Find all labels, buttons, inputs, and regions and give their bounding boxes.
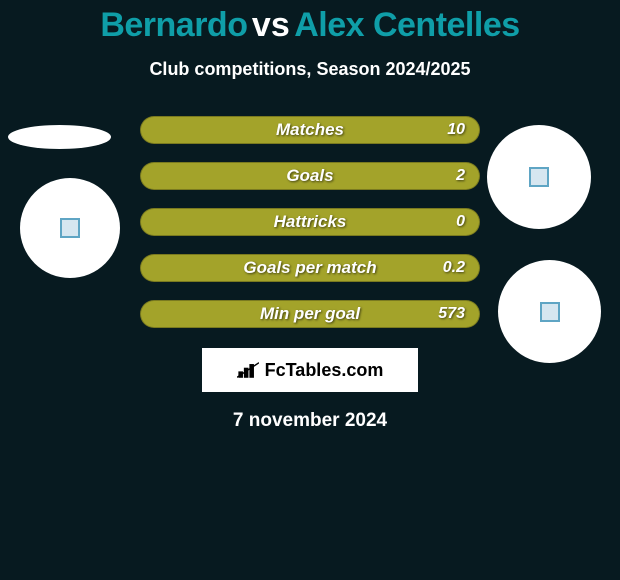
stat-value: 0.2 (443, 259, 465, 277)
stat-label: Goals (286, 166, 333, 186)
ball-icon (20, 178, 120, 278)
player1-name: Bernardo (100, 6, 247, 44)
brand-domain: .com (341, 360, 383, 380)
stat-row-min-per-goal: Min per goal 573 (140, 300, 480, 328)
subtitle: Club competitions, Season 2024/2025 (0, 59, 620, 80)
stat-label: Goals per match (243, 258, 376, 278)
page-title-row: Bernardo vs Alex Centelles (0, 0, 620, 45)
stat-row-goals-per-match: Goals per match 0.2 (140, 254, 480, 282)
ball-icon (487, 125, 591, 229)
ball-placeholder-icon (531, 169, 547, 185)
ball-placeholder-icon (62, 220, 78, 236)
player2-name: Alex Centelles (294, 6, 519, 44)
stat-label: Hattricks (274, 212, 347, 232)
stat-value: 0 (456, 213, 465, 231)
stat-value: 10 (447, 121, 465, 139)
vs-label: vs (252, 6, 290, 44)
ball-icon (498, 260, 601, 363)
stats-container: Matches 10 Goals 2 Hattricks 0 Goals per… (140, 116, 480, 328)
stat-value: 2 (456, 167, 465, 185)
stat-row-goals: Goals 2 (140, 162, 480, 190)
brand-badge: FcTables.com (202, 348, 418, 392)
date-label: 7 november 2024 (0, 410, 620, 432)
brand-name: FcTables (265, 360, 342, 380)
stat-value: 573 (438, 305, 465, 323)
ball-placeholder-icon (542, 304, 558, 320)
bar-chart-icon (237, 360, 259, 380)
brand-text: FcTables.com (265, 360, 384, 381)
stat-label: Matches (276, 120, 344, 140)
decorative-ellipse (8, 125, 111, 149)
stat-label: Min per goal (260, 304, 360, 324)
stat-row-matches: Matches 10 (140, 116, 480, 144)
stat-row-hattricks: Hattricks 0 (140, 208, 480, 236)
